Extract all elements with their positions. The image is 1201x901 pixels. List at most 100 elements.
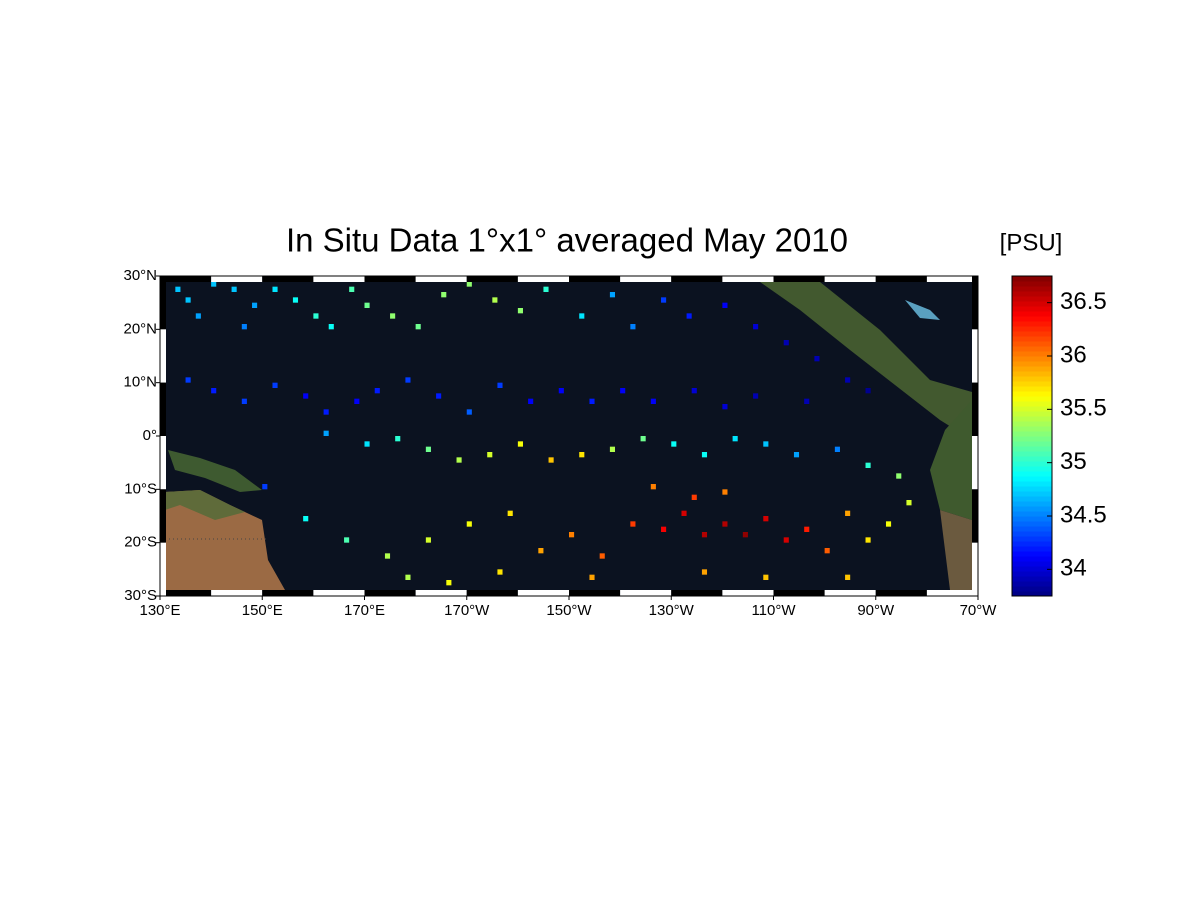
salinity-cell	[865, 462, 871, 468]
salinity-cell	[328, 324, 334, 330]
colorbar-swatch	[1012, 326, 1052, 332]
frame-segment	[875, 276, 927, 282]
frame-segment	[824, 276, 876, 282]
colorbar-tick-label: 35.5	[1060, 395, 1107, 422]
colorbar-swatch	[1012, 556, 1052, 562]
frame-segment	[722, 590, 774, 596]
colorbar-swatch	[1012, 471, 1052, 477]
colorbar-swatch	[1012, 526, 1052, 532]
colorbar-swatch	[1012, 351, 1052, 357]
salinity-cell	[783, 537, 789, 543]
frame-segment	[262, 276, 314, 282]
salinity-cell	[558, 388, 564, 394]
salinity-cell	[701, 532, 708, 538]
colorbar-swatch	[1012, 356, 1052, 362]
lon-tick-label: 130°W	[649, 602, 695, 619]
frame-segment	[671, 590, 723, 596]
salinity-cell	[589, 398, 595, 404]
frame-segment	[972, 276, 978, 330]
colorbar-swatch	[1012, 321, 1052, 327]
colorbar-swatch	[1012, 276, 1052, 282]
lat-tick-label: 10°N	[123, 374, 157, 391]
salinity-cell	[384, 553, 391, 559]
salinity-cell	[507, 510, 513, 516]
lat-tick-label: 10°S	[124, 480, 157, 497]
salinity-cell	[252, 302, 258, 308]
colorbar-swatch	[1012, 401, 1052, 407]
frame-segment	[620, 590, 672, 596]
frame-segment	[517, 276, 569, 282]
salinity-cell	[804, 398, 810, 404]
salinity-cell	[824, 548, 830, 554]
lat-tick-label: 20°S	[124, 534, 157, 551]
colorbar-swatch	[1012, 496, 1052, 502]
frame-segment	[313, 590, 365, 596]
colorbar-tick-label: 35	[1060, 448, 1087, 475]
salinity-cell	[548, 457, 554, 463]
frame-segment	[466, 276, 518, 282]
salinity-cell	[589, 574, 595, 580]
colorbar-swatch	[1012, 541, 1052, 547]
salinity-cell	[446, 580, 452, 586]
frame-segment	[160, 329, 166, 383]
colorbar-swatch	[1012, 551, 1052, 557]
frame-segment	[620, 276, 672, 282]
salinity-cell	[415, 324, 421, 330]
lat-tick-label: 30°N	[123, 267, 157, 284]
colorbar-swatch	[1012, 561, 1052, 567]
frame-segment	[569, 276, 621, 282]
frame-segment	[160, 382, 166, 436]
colorbar-swatch	[1012, 341, 1052, 347]
colorbar-swatch	[1012, 386, 1052, 392]
colorbar-swatch	[1012, 531, 1052, 537]
colorbar-swatch	[1012, 476, 1052, 482]
lon-tick-label: 170°W	[444, 602, 490, 619]
salinity-cell	[364, 441, 370, 447]
land	[165, 282, 972, 590]
colorbar-swatch	[1012, 461, 1052, 467]
salinity-cell	[517, 441, 523, 447]
salinity-cell	[354, 398, 360, 404]
map-title: In Situ Data 1°x1° averaged May 2010	[286, 222, 848, 259]
salinity-cell	[783, 340, 789, 346]
lat-tick-label: 0°	[143, 427, 157, 444]
colorbar-tick-label: 36	[1060, 341, 1087, 368]
salinity-cell	[793, 452, 800, 458]
colorbar-swatch	[1012, 346, 1052, 352]
salinity-cell	[241, 398, 247, 404]
frame-segment	[415, 276, 467, 282]
frame-segment	[773, 276, 825, 282]
frame-segment	[364, 590, 416, 596]
colorbar-swatch	[1012, 521, 1052, 527]
salinity-cell	[344, 537, 350, 543]
frame-segment	[972, 436, 978, 490]
salinity-cell	[390, 313, 396, 319]
lon-tick-label: 90°W	[857, 602, 895, 619]
frame-segment	[671, 276, 723, 282]
colorbar-swatch	[1012, 446, 1052, 452]
salinity-cell	[487, 452, 493, 458]
salinity-cell	[395, 436, 401, 442]
colorbar-swatch	[1012, 511, 1052, 517]
frame-segment	[415, 590, 467, 596]
salinity-cell	[640, 436, 646, 442]
salinity-cell	[528, 398, 534, 404]
salinity-cell	[543, 286, 549, 292]
salinity-cell	[845, 377, 851, 383]
frame-segment	[160, 542, 166, 596]
salinity-cell	[211, 388, 217, 394]
colorbar-swatch	[1012, 371, 1052, 377]
colorbar-swatch	[1012, 436, 1052, 442]
salinity-cell	[722, 521, 728, 527]
colorbar-swatch	[1012, 361, 1052, 367]
lat-tick-label: 30°S	[124, 587, 157, 604]
salinity-cell	[701, 452, 708, 458]
salinity-cell	[661, 526, 667, 532]
salinity-cell	[497, 382, 503, 388]
colorbar-swatch	[1012, 281, 1052, 287]
salinity-cell	[323, 430, 329, 436]
salinity-cell	[885, 521, 892, 527]
colorbar-swatch	[1012, 286, 1052, 292]
lon-tick-label: 110°W	[751, 602, 796, 619]
salinity-cell	[630, 324, 636, 330]
